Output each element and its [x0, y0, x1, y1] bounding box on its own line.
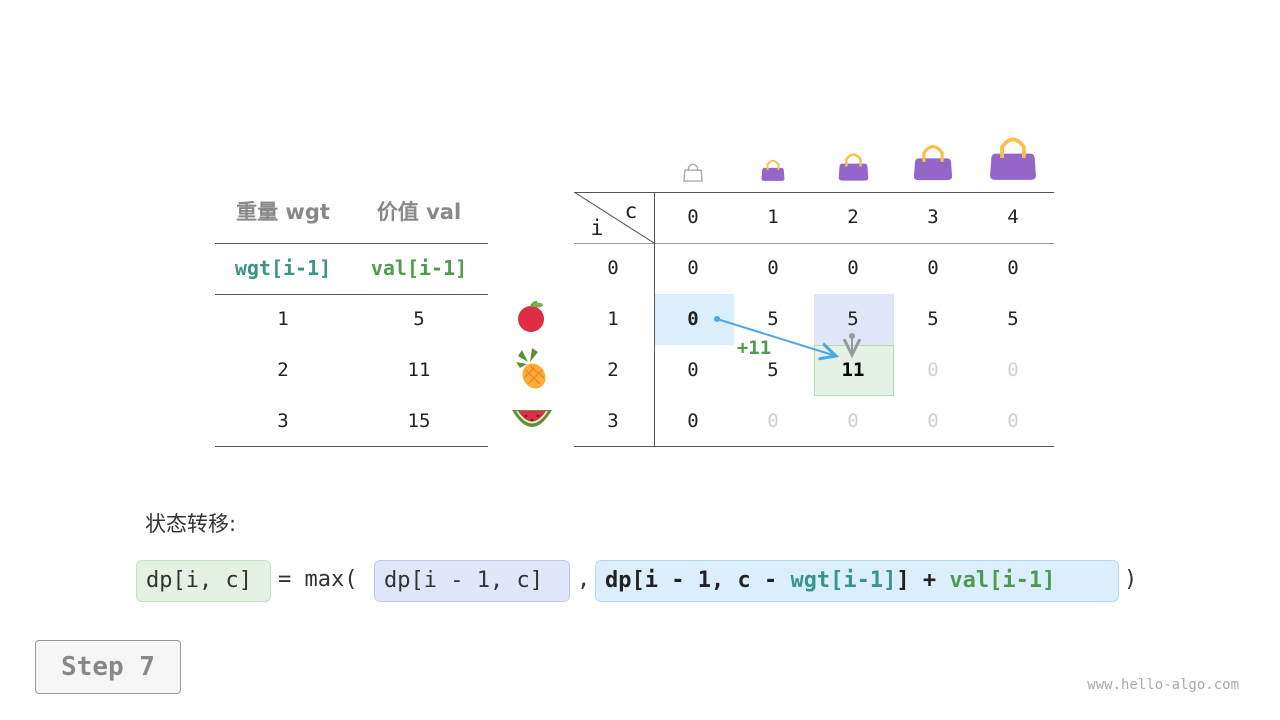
- pineapple-icon: [516, 348, 546, 389]
- dp-cell: 0: [927, 359, 939, 381]
- dp-cell: 0: [687, 410, 699, 432]
- dp-cell: 5: [767, 359, 779, 381]
- watermark: www.hello-algo.com: [1087, 677, 1239, 693]
- dp-cell: 0: [927, 257, 939, 279]
- formula-wgt: wgt[i-1]: [790, 568, 897, 593]
- row-label: 1: [607, 308, 619, 330]
- dp-cell: 0: [847, 257, 859, 279]
- dp-cell: 0: [767, 257, 779, 279]
- dp-cell: 0: [687, 308, 699, 330]
- arrow-value-label: +11: [736, 337, 772, 359]
- bag-icon: [990, 137, 1036, 180]
- step-button[interactable]: Step 7: [35, 640, 181, 694]
- subheader-wgt: wgt[i-1]: [234, 256, 332, 280]
- dp-cell: 0: [1007, 410, 1019, 432]
- capacity-header: 0: [687, 206, 699, 228]
- transition-label: 状态转移:: [145, 512, 237, 536]
- formula-max: = max(: [278, 567, 358, 592]
- dp-cell: 0: [687, 257, 699, 279]
- apple-icon: [518, 300, 544, 332]
- capacity-header: 4: [1007, 206, 1019, 228]
- watermelon-icon: [512, 410, 552, 427]
- formula-lhs: dp[i, c]: [136, 560, 271, 602]
- subheader-val: val[i-1]: [370, 256, 468, 280]
- item-value: 5: [413, 308, 425, 330]
- bag-icon: [838, 153, 868, 181]
- item-value: 15: [407, 410, 431, 432]
- dp-cell: 0: [767, 410, 779, 432]
- row-label: 2: [607, 359, 619, 381]
- dp-cell: 0: [1007, 257, 1019, 279]
- formula-comma: ,: [577, 567, 591, 592]
- dp-cell: 0: [1007, 359, 1019, 381]
- item-weight: 2: [277, 359, 289, 381]
- formula-option-skip: dp[i - 1, c]: [374, 560, 570, 602]
- row-label: 3: [607, 410, 619, 432]
- capacity-header: 1: [767, 206, 779, 228]
- item-weight: 3: [277, 410, 289, 432]
- formula-close: ): [1124, 567, 1138, 592]
- item-value: 11: [407, 359, 431, 381]
- corner-diagonal: [574, 192, 654, 243]
- row-label: 0: [607, 257, 619, 279]
- col-axis-label: c: [624, 199, 638, 223]
- dp-cell: 0: [847, 410, 859, 432]
- bag-icon: [761, 159, 785, 181]
- header-weight: 重量 wgt: [236, 200, 330, 224]
- dp-cell: 5: [1007, 308, 1019, 330]
- dp-cell: 0: [687, 359, 699, 381]
- formula-option-take: dp[i - 1, c - wgt[i-1]] + val[i-1]: [595, 560, 1119, 602]
- bag-icon: [913, 144, 953, 181]
- dp-cell: 5: [847, 308, 859, 330]
- capacity-header: 3: [927, 206, 939, 228]
- formula-val: val[i-1]: [949, 568, 1056, 593]
- header-value: 价值 val: [376, 200, 462, 224]
- dp-cell-current: 11: [841, 359, 865, 381]
- row-axis-label: i: [590, 216, 604, 240]
- formula-text: ] +: [896, 568, 950, 593]
- formula-text: dp[i - 1, c -: [605, 568, 791, 593]
- dp-cell: 5: [927, 308, 939, 330]
- item-weight: 1: [277, 308, 289, 330]
- empty-bag-icon: [683, 163, 703, 182]
- dp-cell: 0: [927, 410, 939, 432]
- capacity-header: 2: [847, 206, 859, 228]
- dp-cell: 5: [767, 308, 779, 330]
